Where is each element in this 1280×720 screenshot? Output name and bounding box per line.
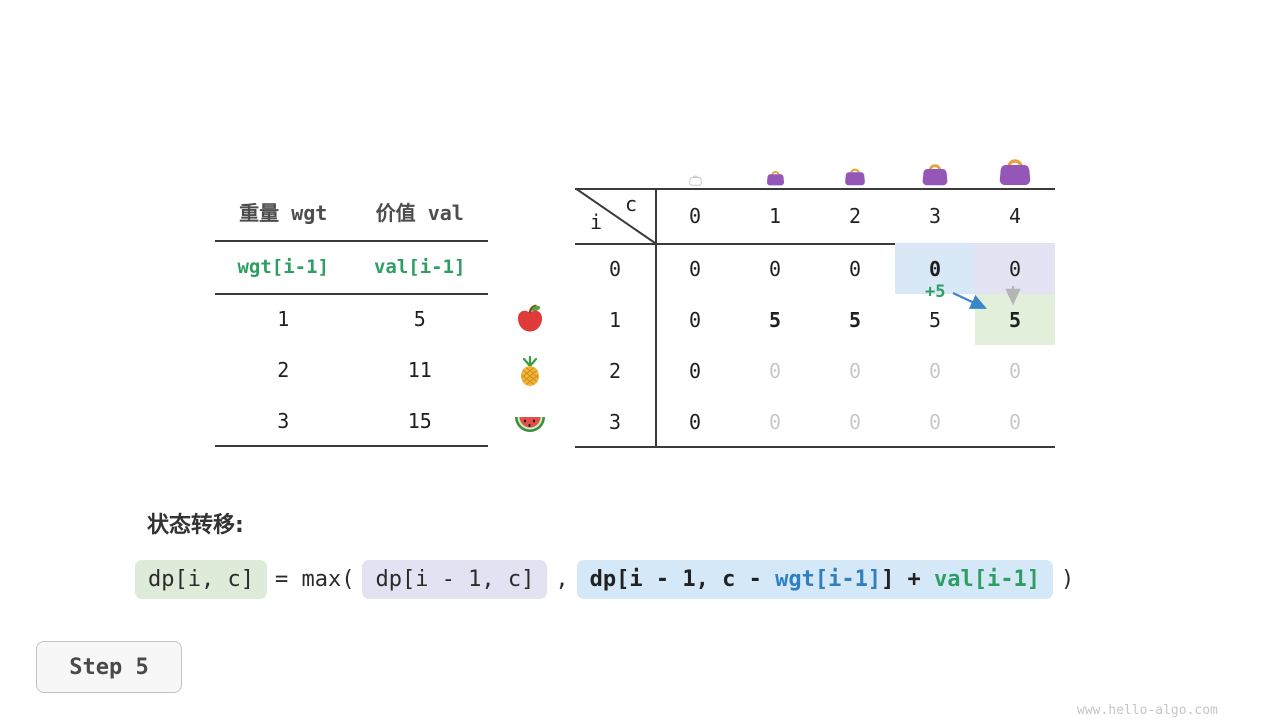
divider	[215, 240, 488, 242]
step-label: Step 5	[69, 654, 149, 680]
dp-cell-0-4: 0	[975, 243, 1055, 294]
row-header: 0	[608, 256, 622, 281]
dp-keep-box: dp[i - 1, c]	[362, 560, 548, 599]
dp-cell-2-4: 0	[1008, 358, 1022, 383]
dp-cell-0-0: 0	[688, 256, 702, 281]
dp-cell-0-1: 0	[768, 256, 782, 281]
dp-cells: 0 0 0 0 0 0 5 5 5 5 0 0 0 0 0 0 0 0 0 0	[655, 243, 1055, 447]
dp-cell-1-1: 5	[768, 307, 782, 332]
equals-max-text: = max(	[274, 567, 355, 592]
dp-cell-3-0: 0	[688, 409, 702, 434]
watermelon-icon	[512, 404, 548, 440]
dp-cell-1-4: 5	[975, 294, 1055, 345]
bag-medium-icon	[815, 140, 895, 186]
weight-col-header: 重量 wgt	[239, 201, 328, 225]
take-val: val[i-1]	[934, 567, 1041, 592]
col-header: 2	[848, 203, 862, 228]
table-bottom-rule	[575, 446, 1055, 448]
corner-diagonal	[575, 188, 655, 243]
apple-icon	[512, 300, 548, 336]
col-header: 3	[928, 203, 942, 228]
transition-formula: dp[i, c] = max( dp[i - 1, c] , dp[i - 1,…	[135, 560, 1074, 599]
dp-cell-2-2: 0	[848, 358, 862, 383]
divider	[215, 293, 488, 295]
dp-cell-3-1: 0	[768, 409, 782, 434]
col-header: 4	[1008, 203, 1022, 228]
plus-value-annotation: +5	[925, 282, 946, 302]
dp-cell-2-0: 0	[688, 358, 702, 383]
header-rule	[575, 243, 1055, 245]
divider	[215, 445, 488, 447]
item-weight: 1	[277, 306, 290, 331]
val-index-label: val[i-1]	[373, 255, 466, 278]
bag-small-icon	[735, 140, 815, 186]
index-row: wgt[i-1] val[i-1]	[215, 240, 488, 293]
close-paren-text: )	[1061, 567, 1075, 592]
table-row: 2 11	[215, 344, 488, 395]
pineapple-icon	[512, 353, 548, 389]
row-axis-label: i	[590, 210, 603, 234]
row-header: 1	[608, 307, 622, 332]
table-top-rule	[575, 188, 1055, 190]
table-row: 1 5	[215, 293, 488, 344]
item-value: 5	[413, 306, 426, 331]
table-row: 3 15	[215, 395, 488, 446]
row-header: 2	[608, 358, 622, 383]
dp-take-box: dp[i - 1, c - wgt[i-1]] + val[i-1]	[576, 560, 1054, 599]
item-weight: 3	[277, 408, 290, 433]
dp-target-box: dp[i, c]	[135, 560, 267, 599]
dp-cell-2-1: 0	[768, 358, 782, 383]
comma-text: ,	[555, 567, 569, 592]
dp-cell-2-3: 0	[928, 358, 942, 383]
take-mid: ] +	[881, 567, 935, 592]
step-indicator: Step 5	[36, 641, 182, 693]
item-value: 11	[407, 357, 432, 382]
bag-xlarge-icon	[975, 140, 1055, 186]
col-header: 0	[688, 203, 702, 228]
value-col-header: 价值 val	[375, 201, 464, 225]
col-header: 1	[768, 203, 782, 228]
item-weight: 2	[277, 357, 290, 382]
dp-cell-3-4: 0	[1008, 409, 1022, 434]
bag-empty-icon	[655, 140, 735, 186]
dp-table: i c 0 1 2 3 4 0 1 2 3 0 0 0 0 0 0 5 5 5	[575, 140, 1055, 448]
weights-values-table: 重量 wgt 价值 val wgt[i-1] val[i-1] 1 5 2 11…	[215, 190, 488, 448]
dp-cell-3-3: 0	[928, 409, 942, 434]
site-watermark: www.hello-algo.com	[1077, 703, 1218, 718]
label-column-rule	[655, 188, 657, 448]
bag-large-icon	[895, 140, 975, 186]
dp-cell-3-2: 0	[848, 409, 862, 434]
take-wgt: wgt[i-1]	[775, 567, 882, 592]
dp-cell-1-0: 0	[688, 307, 702, 332]
item-value: 15	[407, 408, 432, 433]
state-transition-label: 状态转移:	[147, 513, 244, 538]
wgt-index-label: wgt[i-1]	[237, 255, 329, 278]
weights-table-header: 重量 wgt 价值 val	[215, 190, 488, 240]
dp-cell-0-3: 0	[895, 243, 975, 294]
capacity-headers: 0 1 2 3 4	[655, 188, 1055, 243]
dp-cell-0-2: 0	[848, 256, 862, 281]
row-header: 3	[608, 409, 622, 434]
dp-cell-1-2: 5	[848, 307, 862, 332]
item-index-headers: 0 1 2 3	[575, 243, 655, 447]
col-axis-label: c	[625, 192, 638, 216]
take-prefix: dp[i - 1, c -	[589, 567, 776, 592]
dp-cell-1-3: 5	[928, 307, 942, 332]
